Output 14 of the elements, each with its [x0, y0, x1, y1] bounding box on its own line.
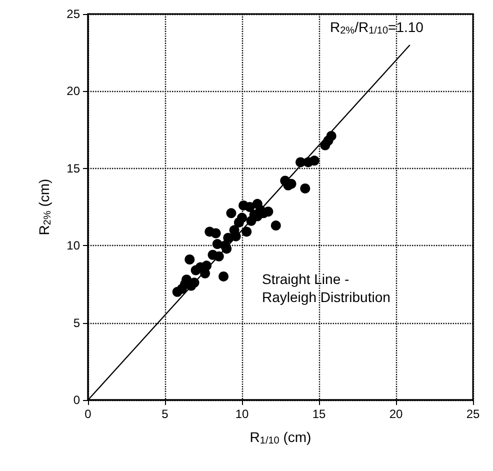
y-tick-label: 15 [66, 161, 80, 176]
annotation: Straight Line - Rayleigh Distribution [262, 271, 390, 305]
x-tick-label: 5 [162, 407, 169, 421]
x-tick-label: 10 [235, 407, 249, 421]
y-tick-label: 25 [66, 7, 80, 21]
y-axis-title: R2% (cm) [36, 178, 54, 236]
y-tick-label: 0 [73, 393, 80, 407]
x-tick-label: 0 [84, 407, 92, 421]
y-tick-label: 5 [73, 316, 80, 330]
x-tick-label: 25 [466, 407, 480, 421]
x-tick-label: 20 [389, 407, 403, 421]
y-tick-label: 10 [66, 238, 80, 253]
y-tick-label: 20 [66, 84, 80, 98]
x-tick-label: 15 [312, 407, 326, 421]
